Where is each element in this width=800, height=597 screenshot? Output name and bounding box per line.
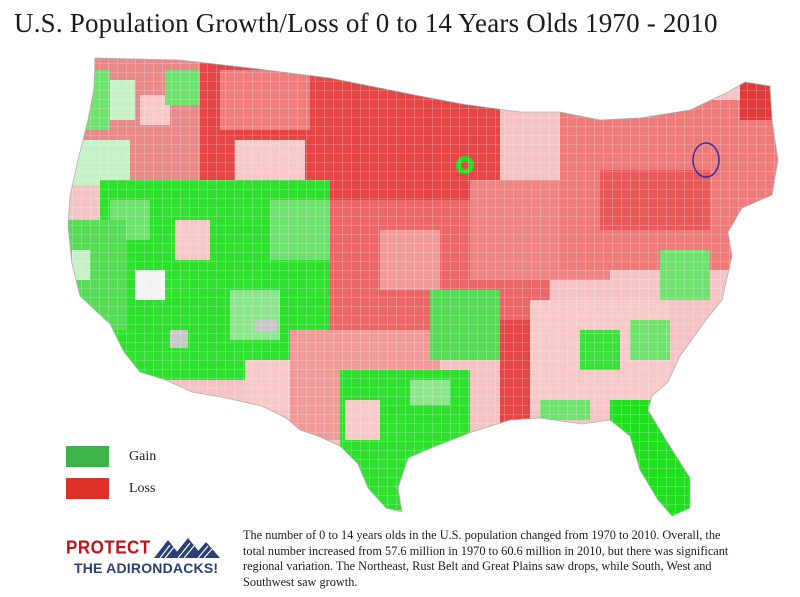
- legend-loss-label: Loss: [129, 480, 156, 496]
- loss-swatch: [66, 478, 109, 499]
- logo-line1: PROTECT: [66, 537, 151, 558]
- mountains-icon: [154, 538, 220, 558]
- gain-swatch: [66, 446, 109, 467]
- caption-text: The number of 0 to 14 years olds in the …: [243, 528, 729, 589]
- protect-adirondacks-logo: PROTECT THE ADIRONDACKS!: [66, 537, 226, 590]
- legend-gain: Gain: [66, 446, 156, 467]
- logo-line2: THE ADIRONDACKS!: [74, 560, 219, 576]
- page-title: U.S. Population Growth/Loss of 0 to 14 Y…: [14, 8, 718, 38]
- legend-loss: Loss: [66, 478, 155, 499]
- legend-gain-label: Gain: [129, 448, 157, 464]
- adirondack-park-outline: [692, 142, 720, 178]
